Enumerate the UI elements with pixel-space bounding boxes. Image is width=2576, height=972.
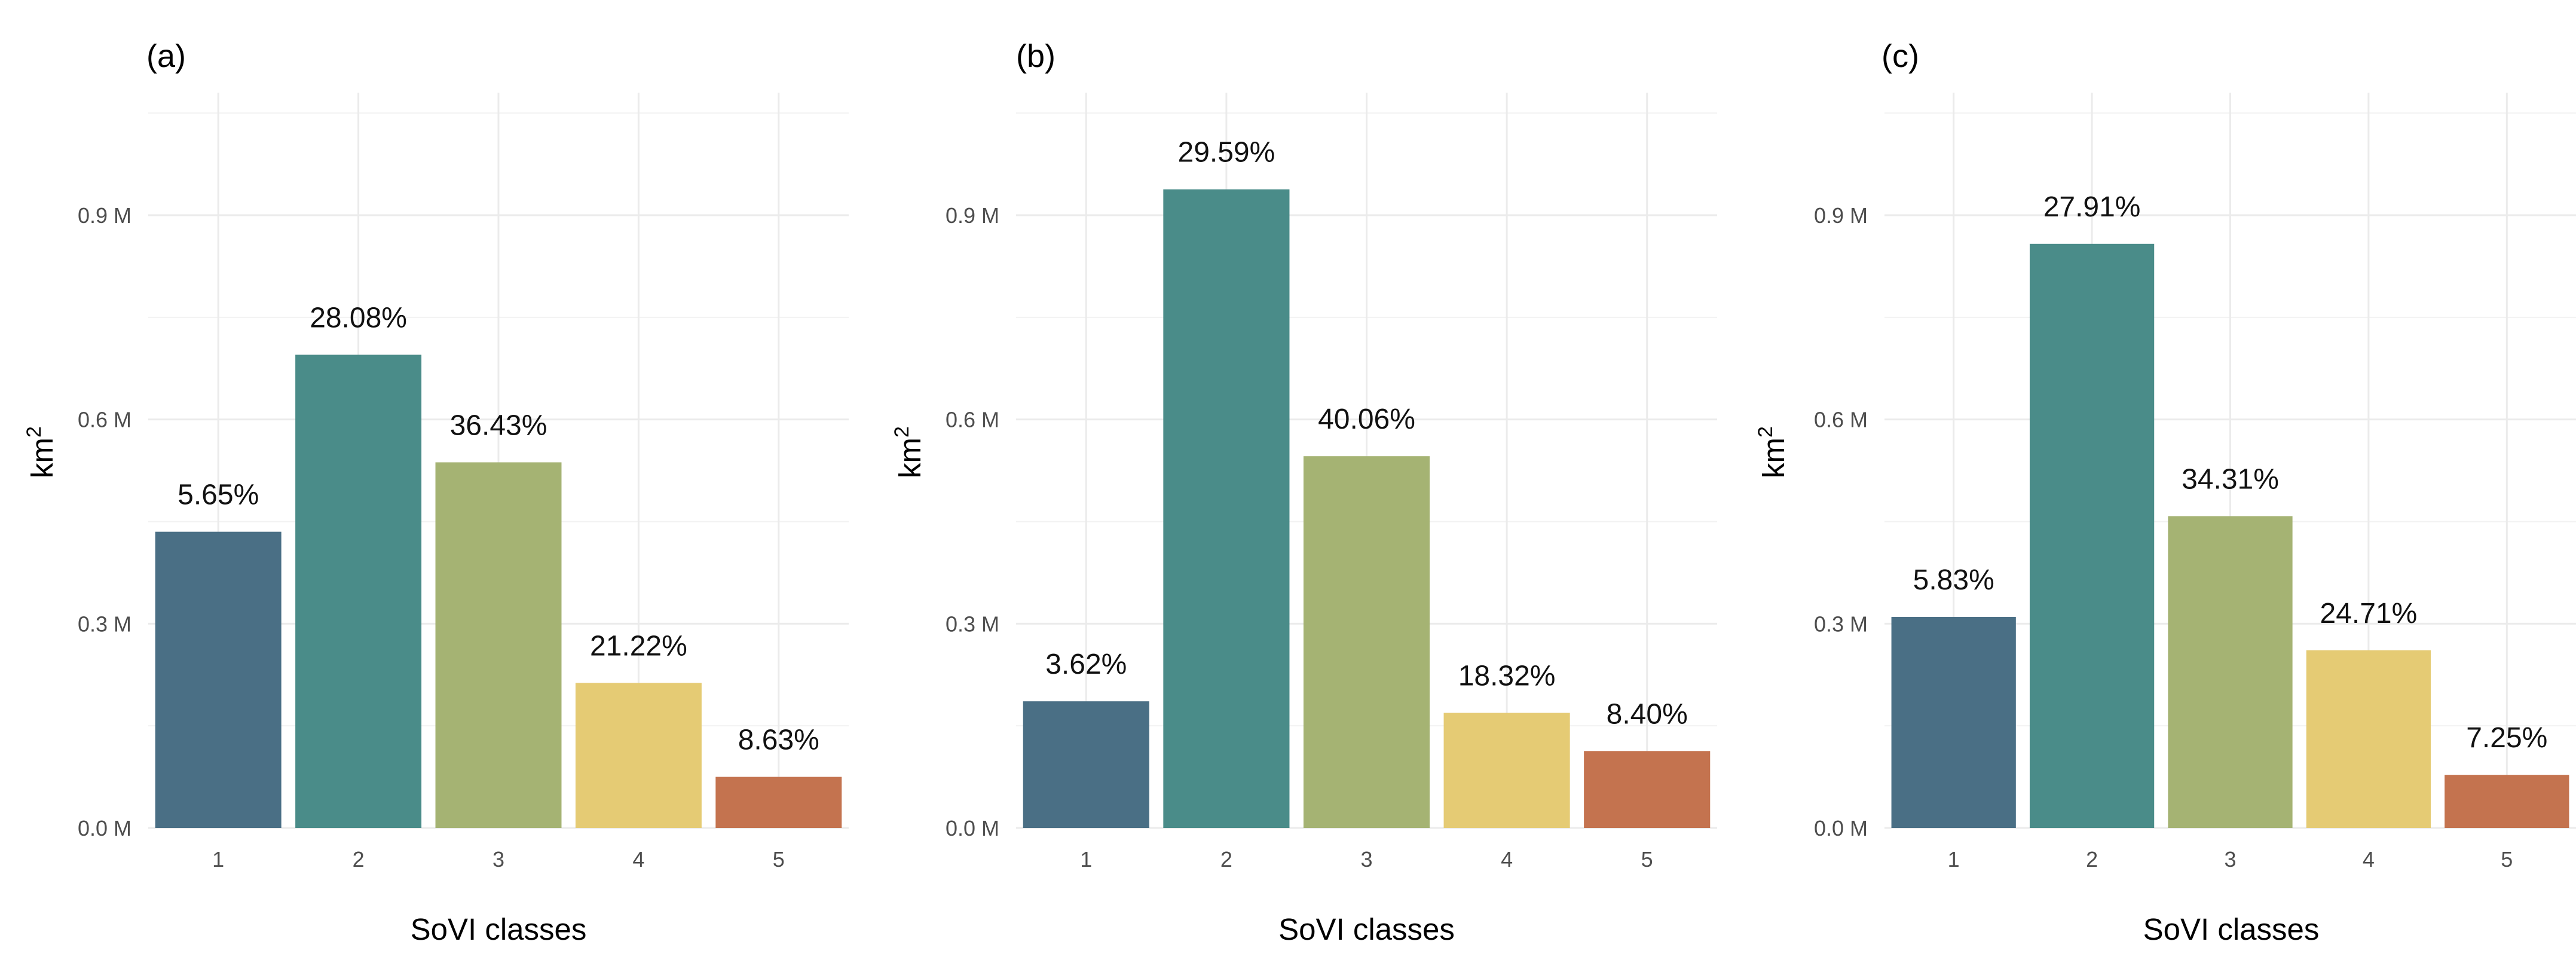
x-axis-title: SoVI classes	[411, 912, 587, 946]
bar-class-4	[575, 683, 702, 828]
y-tick-label: 0.6 M	[78, 408, 131, 432]
bar-data-label: 8.63%	[738, 725, 819, 756]
y-axis-title-base: km	[25, 438, 59, 478]
bar-data-label: 24.71%	[2320, 598, 2418, 629]
bar-class-4	[1443, 713, 1570, 828]
y-axis-title-base: km	[1757, 438, 1791, 478]
x-tick-label: 5	[1641, 847, 1653, 872]
bar-data-label: 18.32%	[1458, 661, 1556, 692]
y-axis-title-base: km	[893, 438, 927, 478]
bar-class-2	[1163, 189, 1290, 829]
y-axis-title: km2	[891, 426, 927, 478]
bar-data-label: 21.22%	[590, 630, 687, 662]
y-tick-label: 0.3 M	[946, 612, 999, 636]
y-tick-label: 0.3 M	[1814, 612, 1868, 636]
y-tick-label: 0.9 M	[78, 203, 131, 228]
bar-class-1	[155, 531, 282, 828]
x-tick-label: 1	[212, 847, 224, 872]
bar-data-label: 7.25%	[2466, 722, 2547, 754]
bar-data-label: 27.91%	[2043, 191, 2141, 223]
x-tick-label: 4	[2363, 847, 2375, 872]
bar-class-2	[295, 354, 422, 828]
y-tick-label: 0.6 M	[946, 408, 999, 432]
x-tick-label: 3	[1360, 847, 1372, 872]
x-tick-label: 1	[1948, 847, 1960, 872]
y-axis-title-superscript: 2	[1754, 426, 1777, 438]
y-tick-label: 0.0 M	[946, 816, 999, 840]
bar-class-4	[2306, 650, 2431, 828]
bar-data-label: 5.83%	[1913, 564, 1994, 596]
bar-data-label: 36.43%	[450, 409, 547, 441]
bar-class-5	[715, 777, 842, 828]
x-tick-label: 4	[1501, 847, 1513, 872]
y-axis-title: km2	[1754, 426, 1791, 478]
panel-label: (c)	[1881, 38, 1919, 74]
bar-class-5	[1584, 751, 1711, 828]
y-tick-label: 0.6 M	[1814, 408, 1868, 432]
bar-class-3	[2168, 516, 2293, 828]
bar-data-label: 34.31%	[2182, 463, 2279, 495]
bar-class-1	[1023, 701, 1149, 828]
bar-data-label: 8.40%	[1607, 698, 1688, 730]
bar-class-2	[2029, 243, 2155, 828]
y-tick-label: 0.0 M	[1814, 816, 1868, 840]
x-tick-label: 2	[1220, 847, 1232, 872]
panel-label: (a)	[146, 38, 186, 74]
x-tick-label: 3	[2224, 847, 2236, 872]
chart-panel-3: 0.0 M 0.3 M 0.6 M 0.9 M 5.83% 1 27.91% 2 34.31% 3…	[1754, 38, 2576, 946]
x-axis-title: SoVI classes	[2143, 912, 2320, 946]
chart-panel-2: 0.0 M 0.3 M 0.6 M 0.9 M 3.62% 1 29.59% 2 40.06% 3…	[891, 38, 1717, 946]
bar-class-3	[435, 462, 562, 828]
x-tick-label: 5	[773, 847, 785, 872]
x-tick-label: 3	[492, 847, 504, 872]
bar-data-label: 28.08%	[310, 302, 407, 334]
y-axis-title-superscript: 2	[23, 426, 45, 438]
bar-class-1	[1891, 616, 2016, 828]
x-tick-label: 2	[2086, 847, 2098, 872]
bar-data-label: 29.59%	[1178, 137, 1275, 169]
y-axis-title: km2	[23, 426, 59, 478]
chart-panel-1: 0.0 M 0.3 M 0.6 M 0.9 M 5.65% 1 28.08% 2 36.43% 3…	[23, 38, 849, 946]
y-tick-label: 0.9 M	[1814, 203, 1868, 228]
panel-label: (b)	[1016, 38, 1056, 74]
bar-data-label: 3.62%	[1045, 649, 1127, 680]
bar-data-label: 5.65%	[178, 479, 259, 511]
x-axis-title: SoVI classes	[1278, 912, 1455, 946]
x-tick-label: 5	[2501, 847, 2513, 872]
x-tick-label: 1	[1080, 847, 1092, 872]
x-tick-label: 2	[353, 847, 365, 872]
bar-class-5	[2445, 775, 2569, 828]
y-tick-label: 0.9 M	[946, 203, 999, 228]
y-axis-title-superscript: 2	[891, 426, 913, 438]
y-tick-label: 0.3 M	[78, 612, 131, 636]
bar-data-label: 40.06%	[1318, 404, 1415, 435]
y-tick-label: 0.0 M	[78, 816, 131, 840]
bar-class-3	[1303, 456, 1430, 828]
x-tick-label: 4	[632, 847, 644, 872]
